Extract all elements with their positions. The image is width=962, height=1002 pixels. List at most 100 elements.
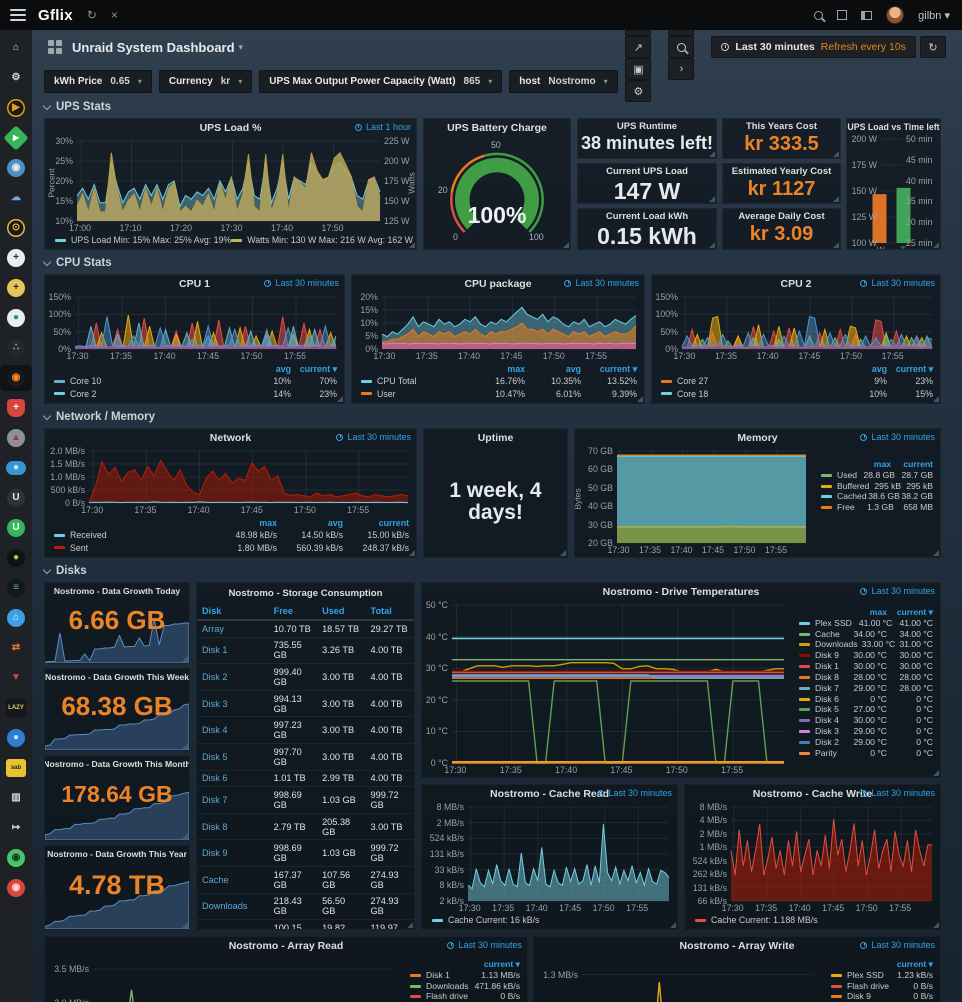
panel-title[interactable]: UPS Load % [199,122,262,134]
sidebar-item-red-app[interactable]: ◉ [3,878,29,898]
panel-title[interactable]: Nostromo - Array Read [228,940,344,952]
legend-sort-max[interactable]: max [869,607,887,617]
legend-sort-avg[interactable]: avg [871,364,887,375]
legend-sort-current[interactable]: current ▾ [896,959,933,969]
hamburger-menu-icon[interactable] [10,9,26,21]
panel-toggle-icon[interactable] [861,10,873,20]
variable-kwh-price[interactable]: kWh Price 0.65 ▾ [44,70,152,93]
sidebar-item-search-app[interactable]: ⊙ [3,218,29,238]
panel-title[interactable]: Nostromo - Array Write [679,940,795,952]
table-row[interactable]: Disk 2 999.40 GB 3.00 TB 4.00 TB [197,663,414,691]
sidebar-item-cloud[interactable]: ☁ [3,188,29,208]
panel-title[interactable]: UPS Runtime [616,121,678,132]
time-range-link[interactable]: Last 30 minutes [447,940,522,950]
legend-sort-current[interactable]: current ▾ [599,364,637,375]
legend-sort-avg[interactable]: avg [327,518,343,529]
sidebar-item-ubiquiti[interactable]: U [3,488,29,508]
sidebar-item-home[interactable]: ⌂ [3,38,29,58]
table-row[interactable]: Disk 9 998.69 GB 1.03 GB 999.72 GB [197,839,414,867]
legend-item[interactable]: UPS Load Min: 15% Max: 25% Avg: 19% [55,235,231,245]
sidebar-item-droplet[interactable]: ● [3,728,29,748]
section-network-memory[interactable]: Network / Memory [42,411,155,423]
table-row[interactable]: Disk 6 1.01 TB 2.99 TB 4.00 TB [197,769,414,787]
time-range-link[interactable]: Last 30 minutes [564,278,639,288]
table-row[interactable]: Array 10.70 TB 18.57 TB 29.27 TB [197,619,414,638]
section-disks[interactable]: Disks [42,565,87,577]
panel-title[interactable]: Nostromo - Drive Temperatures [602,586,760,598]
legend-sort-avg[interactable]: avg [275,364,291,375]
table-row[interactable]: Plex Drive100.15 GB19.82 GB119.97 GB [197,919,414,929]
panel-title[interactable]: Uptime [477,432,514,444]
panel-title[interactable]: Nostromo - Cache Write [752,788,873,800]
sidebar-item-lazylibrarian[interactable]: LAZY [3,698,29,718]
legend-sort-current[interactable]: current [378,518,409,529]
sidebar-item-red-drop[interactable]: ▼ [3,668,29,688]
sidebar-item-scatter[interactable]: ∴ [3,338,29,358]
panel-title[interactable]: CPU package [464,278,532,290]
panel-title[interactable]: Average Daily Cost [738,211,825,222]
table-row[interactable]: Disk 7 998.69 GB 1.03 GB 999.72 GB [197,786,414,814]
sidebar-item-ombi[interactable]: ● [3,458,29,478]
sidebar-item-grafana[interactable]: ◉ [3,368,29,388]
time-range-link[interactable]: Last 30 minutes [860,432,935,442]
sidebar-item-unraid[interactable]: U [3,518,29,538]
panel-title[interactable]: Memory [737,432,778,444]
legend-sort-avg[interactable]: avg [565,364,581,375]
time-range-link[interactable]: Last 30 minutes [597,788,672,798]
dashboard-grid-icon[interactable] [48,39,63,55]
variable-currency[interactable]: Currency kr ▾ [158,70,253,93]
time-forward-button[interactable]: › [668,58,695,80]
time-range-link[interactable]: Last 30 minutes [860,940,935,950]
sidebar-item-emby-yellow[interactable]: + [3,278,29,298]
table-row[interactable]: Downloads 218.43 GB 56.50 GB 274.93 GB [197,892,414,920]
panel-title[interactable]: Nostromo - Cache Read [489,788,610,800]
panel-title[interactable]: Nostromo - Data Growth This Year [47,849,187,859]
sidebar-item-github[interactable]: ◉ [3,848,29,868]
sidebar-item-plex[interactable]: ▶ [3,98,29,118]
table-row[interactable]: Disk 1 735.55 GB 3.26 TB 4.00 TB [197,636,414,664]
sidebar-item-gray-red[interactable]: ▲ [3,428,29,448]
column-header-disk[interactable]: Disk [197,603,269,621]
sidebar-item-settings[interactable]: ⚙ [3,68,29,88]
sidebar-item-couchpotato[interactable]: ● [3,308,29,328]
variable-host[interactable]: host Nostromo ▾ [509,70,618,93]
panel-title[interactable]: Current Load kWh [605,211,689,222]
sidebar-item-home-assistant[interactable]: ⌂ [3,608,29,628]
legend-item[interactable]: Cache Current: 16 kB/s [432,915,539,925]
panel-title[interactable]: Nostromo - Data Growth Today [53,586,181,596]
sidebar-item-blue-app[interactable]: ◉ [3,158,29,178]
time-range-picker[interactable]: Last 30 minutes Refresh every 10s [711,36,916,58]
legend-item[interactable]: Cache Current: 1.188 MB/s [695,915,818,925]
refresh-dashboard-button[interactable]: ↻ [920,36,946,58]
sidebar-item-pihole[interactable]: ● [3,548,29,568]
panel-title[interactable]: Estimated Yearly Cost [731,166,832,177]
table-row[interactable]: Disk 3 994.13 GB 3.00 TB 4.00 TB [197,689,414,717]
legend-sort-max[interactable]: max [259,518,277,529]
sidebar-item-sabnzbd[interactable]: sab [3,758,29,778]
sidebar-item-emby-white[interactable]: + [3,248,29,268]
table-row[interactable]: Disk 8 2.79 TB 205.38 GB 3.00 TB [197,812,414,840]
close-icon[interactable]: × [110,8,118,22]
panel-title[interactable]: UPS Load vs Time left [847,122,940,132]
legend-item[interactable]: Watts Min: 130 W Max: 216 W Avg: 162 W [231,235,413,245]
column-header-free[interactable]: Free [268,603,318,621]
sidebar-item-shield[interactable]: + [3,398,29,418]
panel-title[interactable]: Nostromo - Data Growth This Week [44,672,190,682]
fullscreen-icon[interactable] [837,10,848,20]
column-header-total[interactable]: Total [365,603,414,621]
sidebar-item-green-play[interactable]: ▶ [3,125,29,151]
time-range-link[interactable]: Last 1 hour [354,122,411,132]
legend-sort-current[interactable]: current ▾ [896,607,933,617]
time-range-link[interactable]: Last 30 minutes [860,278,935,288]
sidebar-item-toggles[interactable]: ≡ [3,578,29,598]
section-ups-stats[interactable]: UPS Stats [42,101,111,113]
legend-sort-max[interactable]: max [507,364,525,375]
panel-title[interactable]: Nostromo - Data Growth This Month [44,759,190,769]
panel-title[interactable]: This Years Cost [745,121,818,132]
search-icon[interactable] [814,10,824,20]
share-button[interactable]: ↗ [625,36,652,58]
table-row[interactable]: Cache 167.37 GB 107.56 GB 274.93 GB [197,865,414,894]
legend-sort-current[interactable]: current ▾ [299,364,337,375]
refresh-icon[interactable]: ↻ [86,8,97,22]
panel-title[interactable]: Current UPS Load [606,166,688,177]
